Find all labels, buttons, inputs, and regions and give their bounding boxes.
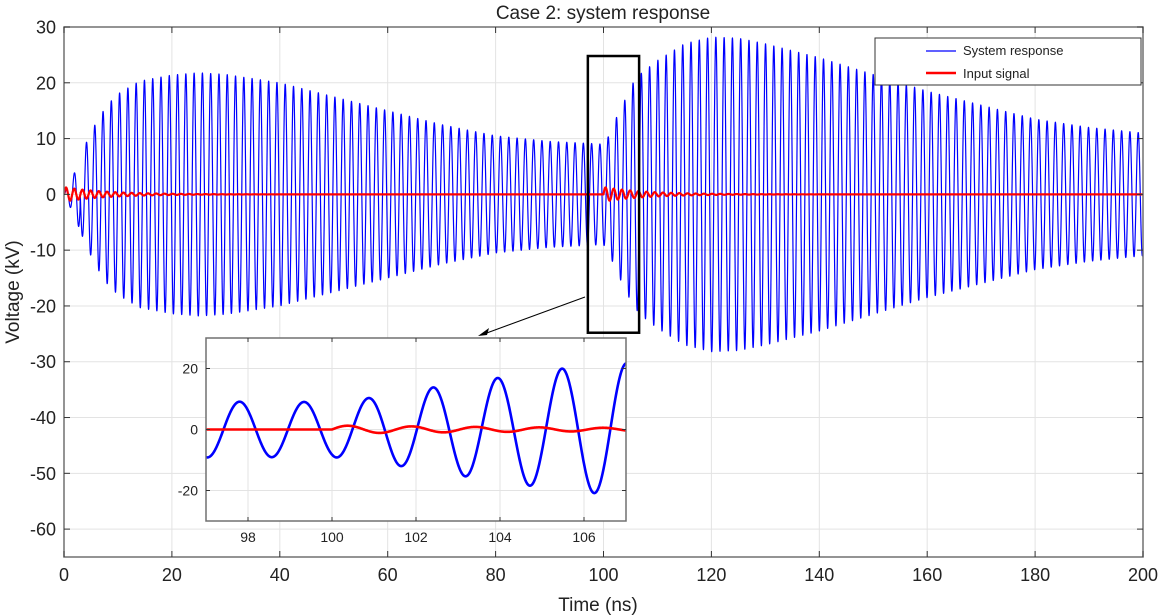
inset-y-tick-label: 0 — [190, 422, 198, 438]
legend-label-input-signal: Input signal — [963, 66, 1030, 81]
inset-x-tick-label: 104 — [488, 529, 512, 545]
zoom-arrow — [483, 296, 586, 335]
series-system-response — [64, 36, 1143, 353]
main-x-tick-label: 140 — [804, 565, 834, 585]
main-x-tick-label: 0 — [59, 565, 69, 585]
inset-x-tick-label: 98 — [240, 529, 256, 545]
zoom-box — [586, 54, 641, 334]
main-y-tick-label: -10 — [30, 241, 56, 261]
main-x-tick-label: 20 — [162, 565, 182, 585]
main-y-tick-label: -30 — [30, 352, 56, 372]
legend-box — [874, 37, 1142, 86]
main-y-tick-label: -50 — [30, 464, 56, 484]
y-axis-label: Voltage (kV) — [3, 240, 24, 344]
main-y-tick-label: 10 — [36, 129, 56, 149]
main-y-tick-label: 20 — [36, 73, 56, 93]
inset-x-tick-label: 102 — [404, 529, 428, 545]
zoom-arrow-head — [478, 328, 489, 336]
chart-title: Case 2: system response — [496, 3, 710, 24]
main-y-tick-label: 0 — [46, 185, 56, 205]
main-x-tick-label: 40 — [270, 565, 290, 585]
legend: System response Input signal — [874, 37, 1142, 86]
inset-x-tick-label: 106 — [572, 529, 596, 545]
inset-series-input-signal — [206, 424, 626, 435]
main-x-tick-label: 160 — [912, 565, 942, 585]
main-x-tick-label: 100 — [588, 565, 618, 585]
main-x-tick-label: 60 — [378, 565, 398, 585]
series-input-signal — [64, 186, 1143, 202]
main-y-tick-label: -60 — [30, 520, 56, 540]
x-axis-label: Time (ns) — [558, 595, 638, 615]
main-y-tick-label: -40 — [30, 408, 56, 428]
main-x-tick-label: 80 — [486, 565, 506, 585]
inset-y-tick-label: 20 — [182, 361, 198, 377]
main-x-tick-label: 120 — [696, 565, 726, 585]
inset-x-tick-label: 100 — [320, 529, 344, 545]
main-x-tick-label: 200 — [1128, 565, 1158, 585]
legend-label-system-response: System response — [963, 43, 1063, 58]
main-y-tick-label: -20 — [30, 296, 56, 316]
inset-y-tick-label: -20 — [178, 483, 198, 499]
main-y-tick-label: 30 — [36, 17, 56, 37]
main-x-tick-label: 180 — [1020, 565, 1050, 585]
inset-series-system-response — [206, 362, 626, 495]
